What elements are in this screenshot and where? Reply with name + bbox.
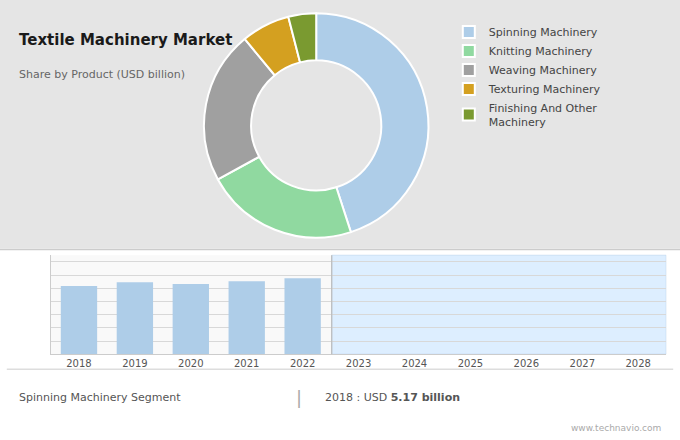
svg-text:|: | bbox=[296, 387, 302, 408]
svg-text:Texturing Machinery: Texturing Machinery bbox=[488, 83, 601, 96]
svg-text:2018: 2018 bbox=[66, 358, 91, 369]
svg-text:Textile Machinery Market: Textile Machinery Market bbox=[19, 31, 232, 49]
svg-text:2019: 2019 bbox=[122, 358, 147, 369]
svg-text:2027: 2027 bbox=[570, 358, 595, 369]
svg-text:Weaving Machinery: Weaving Machinery bbox=[489, 64, 597, 77]
svg-text:2026: 2026 bbox=[514, 358, 539, 369]
svg-text:2024: 2024 bbox=[402, 358, 427, 369]
svg-text:Spinning Machinery Segment: Spinning Machinery Segment bbox=[19, 391, 181, 404]
svg-text:2018 : USD 5.17 billion: 2018 : USD 5.17 billion bbox=[325, 391, 460, 404]
svg-text:2022: 2022 bbox=[290, 358, 315, 369]
svg-text:2025: 2025 bbox=[458, 358, 483, 369]
svg-text:2020: 2020 bbox=[178, 358, 203, 369]
svg-text:www.technavio.com: www.technavio.com bbox=[571, 423, 661, 433]
svg-text:Knitting Machinery: Knitting Machinery bbox=[489, 45, 593, 58]
svg-text:2021: 2021 bbox=[234, 358, 259, 369]
svg-text:Spinning Machinery: Spinning Machinery bbox=[489, 26, 598, 39]
svg-text:2028: 2028 bbox=[625, 358, 650, 369]
svg-text:Share by Product (USD billion): Share by Product (USD billion) bbox=[19, 68, 185, 81]
svg-text:Finishing And OtherMachinery: Finishing And OtherMachinery bbox=[489, 102, 598, 129]
svg-text:2023: 2023 bbox=[346, 358, 371, 369]
